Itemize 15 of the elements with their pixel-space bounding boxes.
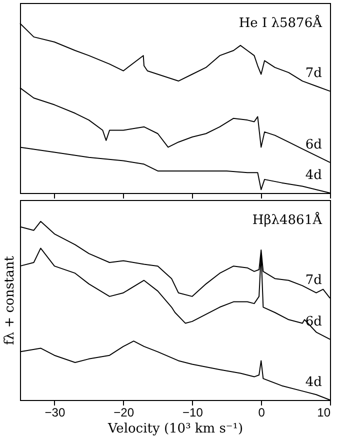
x-tick-label: −10 — [182, 406, 204, 420]
series-label: 6d — [305, 314, 322, 330]
x-tick-label: 10 — [317, 406, 331, 420]
y-axis-title: fλ + constant — [2, 255, 18, 345]
x-axis-title: Velocity (10³ km s⁻¹) — [106, 422, 244, 436]
series-label: 4d — [305, 375, 322, 390]
annotation: He I λ5876Å — [238, 14, 323, 31]
annotation: Hβλ4861Å — [252, 211, 323, 228]
series-label: 7d — [305, 273, 322, 288]
series-label: 7d — [305, 66, 322, 82]
x-tick-label: −20 — [114, 406, 134, 420]
x-tick-label: −30 — [44, 406, 66, 420]
series-label: 6d — [305, 137, 322, 152]
x-tick-label: 0 — [258, 406, 266, 420]
series-label: 4d — [305, 168, 322, 183]
